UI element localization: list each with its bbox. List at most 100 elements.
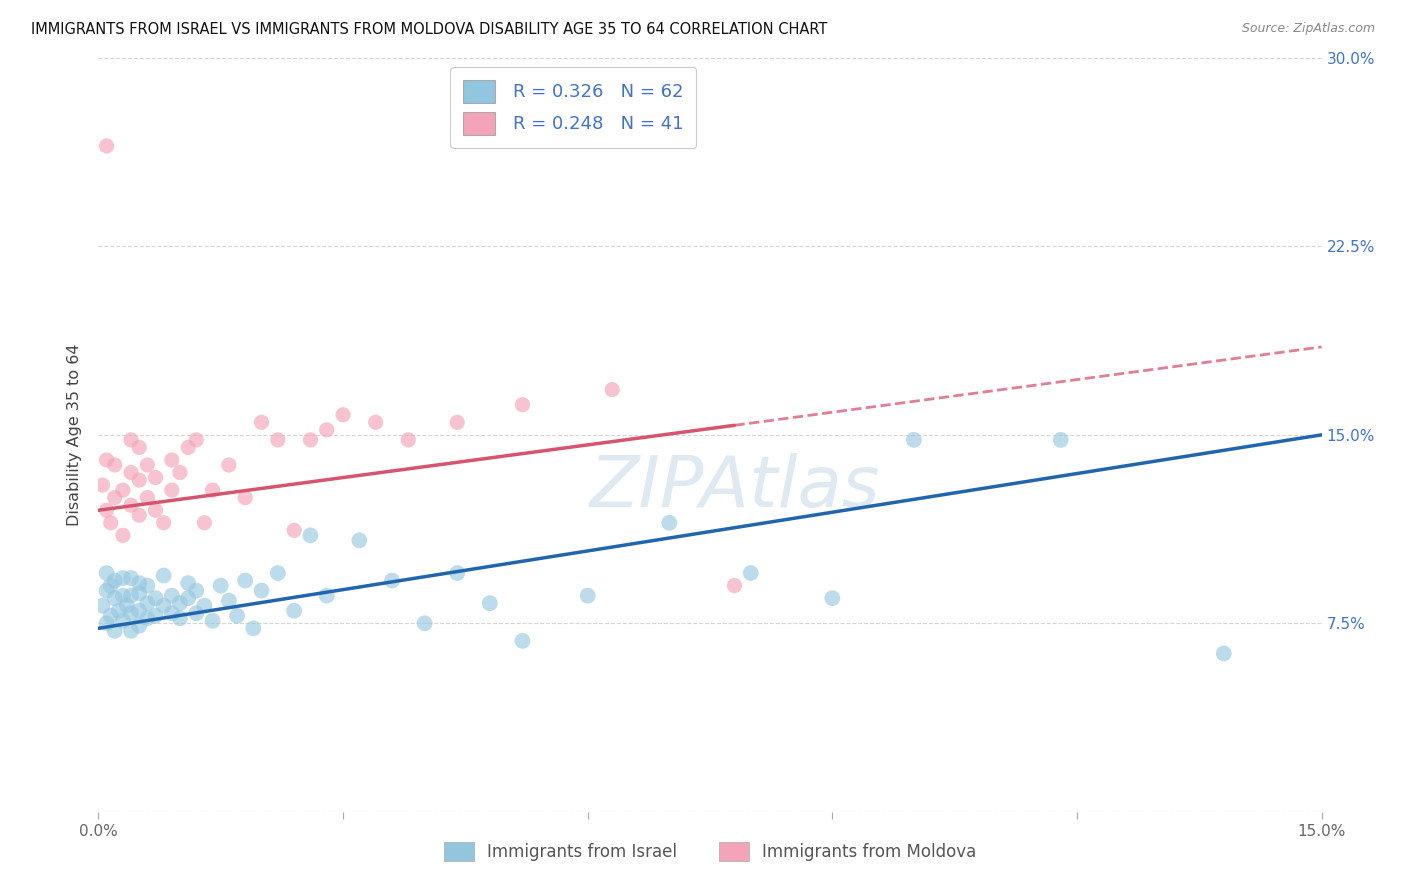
Point <box>349 533 371 548</box>
Point <box>299 433 322 447</box>
Point <box>177 591 200 606</box>
Point <box>160 606 183 620</box>
Point <box>145 503 167 517</box>
Point <box>267 566 290 580</box>
Point <box>250 415 273 429</box>
Point <box>821 591 844 606</box>
Point <box>100 516 122 530</box>
Point <box>91 478 114 492</box>
Point <box>128 508 150 523</box>
Point <box>120 571 142 585</box>
Point <box>136 578 159 592</box>
Point <box>658 516 681 530</box>
Point <box>96 139 118 153</box>
Point <box>136 596 159 610</box>
Point <box>723 578 745 592</box>
Point <box>177 576 200 591</box>
Point <box>136 491 159 505</box>
Point <box>100 608 122 623</box>
Point <box>128 576 150 591</box>
Point <box>478 596 501 610</box>
Point <box>100 578 122 592</box>
Point <box>120 433 142 447</box>
Point <box>193 599 215 613</box>
Point <box>160 453 183 467</box>
Point <box>512 398 534 412</box>
Point <box>600 383 623 397</box>
Text: Source: ZipAtlas.com: Source: ZipAtlas.com <box>1241 22 1375 36</box>
Point <box>250 583 273 598</box>
Point <box>96 616 118 631</box>
Point <box>512 633 534 648</box>
Point <box>740 566 762 580</box>
Point <box>115 599 138 613</box>
Point <box>576 589 599 603</box>
Point <box>186 583 208 598</box>
Point <box>120 498 142 512</box>
Point <box>111 614 134 628</box>
Point <box>96 566 118 580</box>
Y-axis label: Disability Age 35 to 64: Disability Age 35 to 64 <box>67 343 83 526</box>
Point <box>104 491 127 505</box>
Point <box>169 596 191 610</box>
Point <box>332 408 354 422</box>
Point <box>267 433 290 447</box>
Point <box>446 415 468 429</box>
Point <box>218 458 240 472</box>
Point <box>108 604 131 618</box>
Point <box>177 441 200 455</box>
Point <box>1212 647 1234 661</box>
Point <box>169 611 191 625</box>
Point <box>201 483 224 497</box>
Point <box>233 574 256 588</box>
Point <box>299 528 322 542</box>
Point <box>91 599 114 613</box>
Text: IMMIGRANTS FROM ISRAEL VS IMMIGRANTS FROM MOLDOVA DISABILITY AGE 35 TO 64 CORREL: IMMIGRANTS FROM ISRAEL VS IMMIGRANTS FRO… <box>31 22 827 37</box>
Point <box>396 433 419 447</box>
Point <box>120 606 142 620</box>
Point <box>111 571 134 585</box>
Point <box>283 524 305 538</box>
Point <box>111 589 134 603</box>
Point <box>104 591 127 606</box>
Point <box>315 423 337 437</box>
Point <box>145 591 167 606</box>
Point <box>209 578 232 592</box>
Point <box>193 516 215 530</box>
Point <box>111 483 134 497</box>
Point <box>128 604 150 618</box>
Point <box>104 624 127 638</box>
Point <box>1049 433 1071 447</box>
Point <box>186 433 208 447</box>
Point <box>136 611 159 625</box>
Point <box>128 586 150 600</box>
Point <box>152 599 174 613</box>
Point <box>226 608 249 623</box>
Point <box>315 589 337 603</box>
Point <box>446 566 468 580</box>
Point <box>283 604 305 618</box>
Point <box>120 589 142 603</box>
Point <box>136 458 159 472</box>
Point <box>96 503 118 517</box>
Point <box>160 483 183 497</box>
Point <box>96 583 118 598</box>
Point <box>152 516 174 530</box>
Point <box>104 458 127 472</box>
Point <box>152 568 174 582</box>
Point <box>104 574 127 588</box>
Point <box>128 441 150 455</box>
Point <box>128 619 150 633</box>
Point <box>903 433 925 447</box>
Point <box>186 606 208 620</box>
Point <box>413 616 436 631</box>
Point <box>169 466 191 480</box>
Point <box>145 470 167 484</box>
Text: ZIPAtlas: ZIPAtlas <box>589 453 880 522</box>
Legend: Immigrants from Israel, Immigrants from Moldova: Immigrants from Israel, Immigrants from … <box>437 835 983 867</box>
Point <box>160 589 183 603</box>
Point <box>381 574 404 588</box>
Point <box>120 624 142 638</box>
Point <box>364 415 387 429</box>
Point <box>145 608 167 623</box>
